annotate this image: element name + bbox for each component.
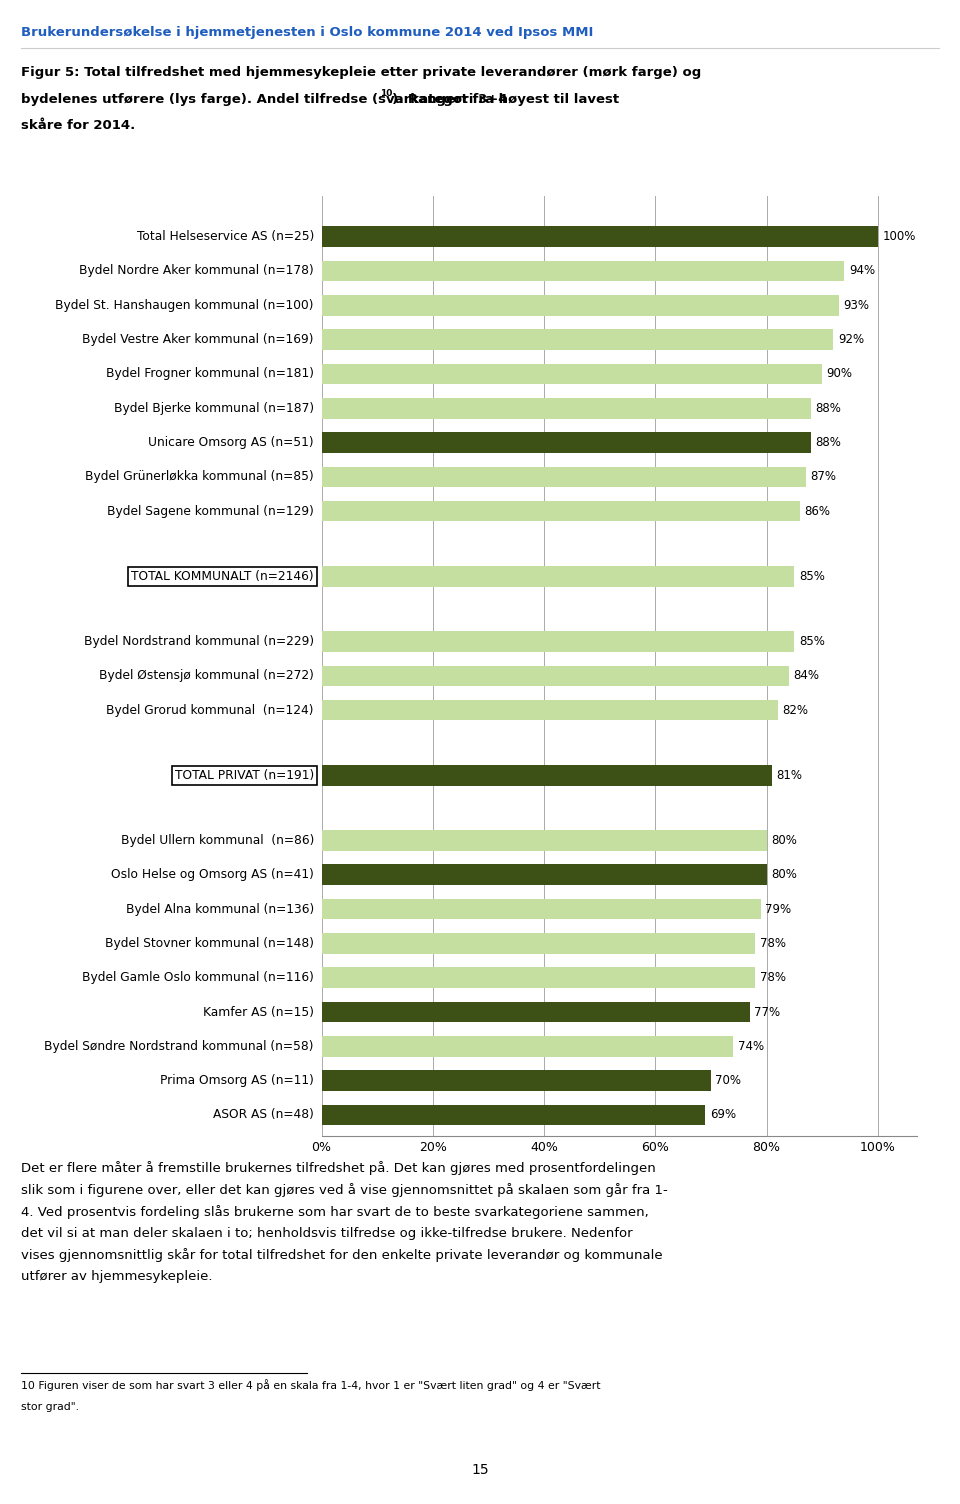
- Text: Bydel Gamle Oslo kommunal (n=116): Bydel Gamle Oslo kommunal (n=116): [82, 972, 314, 984]
- Text: 77%: 77%: [755, 1006, 780, 1018]
- Text: stor grad".: stor grad".: [21, 1402, 79, 1412]
- Text: Bydel St. Hanshaugen kommunal (n=100): Bydel St. Hanshaugen kommunal (n=100): [56, 299, 314, 311]
- Text: TOTAL PRIVAT (n=191): TOTAL PRIVAT (n=191): [175, 769, 314, 782]
- Bar: [322, 830, 767, 851]
- Bar: [322, 1036, 733, 1057]
- Text: Bydel Grorud kommunal  (n=124): Bydel Grorud kommunal (n=124): [107, 704, 314, 716]
- Text: Total Helseservice AS (n=25): Total Helseservice AS (n=25): [136, 230, 314, 244]
- Bar: [322, 227, 877, 247]
- Text: 15: 15: [471, 1463, 489, 1477]
- Bar: [322, 766, 772, 785]
- Text: bydelenes utførere (lys farge). Andel tilfredse (svarkategori 3+4: bydelenes utførere (lys farge). Andel ti…: [21, 93, 508, 107]
- Text: ASOR AS (n=48): ASOR AS (n=48): [213, 1108, 314, 1122]
- Text: 78%: 78%: [760, 972, 786, 984]
- Text: Figur 5: Total tilfredshet med hjemmesykepleie etter private leverandører (mørk : Figur 5: Total tilfredshet med hjemmesyk…: [21, 66, 702, 80]
- Text: 81%: 81%: [777, 769, 803, 782]
- Bar: [322, 466, 805, 487]
- Bar: [322, 699, 778, 720]
- Text: Brukerundersøkelse i hjemmetjenesten i Oslo kommune 2014 ved Ipsos MMI: Brukerundersøkelse i hjemmetjenesten i O…: [21, 26, 593, 39]
- Text: 93%: 93%: [844, 299, 870, 311]
- Bar: [322, 432, 811, 453]
- Text: 84%: 84%: [793, 669, 819, 683]
- Bar: [322, 501, 800, 522]
- Bar: [322, 865, 767, 884]
- Text: Bydel Bjerke kommunal (n=187): Bydel Bjerke kommunal (n=187): [114, 402, 314, 415]
- Text: skåre for 2014.: skåre for 2014.: [21, 119, 135, 132]
- Text: 94%: 94%: [849, 265, 876, 278]
- Text: 10: 10: [380, 89, 393, 98]
- Bar: [322, 632, 795, 651]
- Text: Bydel Ullern kommunal  (n=86): Bydel Ullern kommunal (n=86): [121, 835, 314, 847]
- Text: Unicare Omsorg AS (n=51): Unicare Omsorg AS (n=51): [148, 436, 314, 450]
- Bar: [322, 364, 822, 384]
- Bar: [322, 967, 756, 988]
- Text: Bydel Vestre Aker kommunal (n=169): Bydel Vestre Aker kommunal (n=169): [83, 332, 314, 346]
- Text: 85%: 85%: [799, 570, 825, 584]
- Text: ). Rangert fra høyest til lavest: ). Rangert fra høyest til lavest: [393, 93, 619, 107]
- Bar: [322, 932, 756, 954]
- Text: 80%: 80%: [771, 868, 797, 881]
- Text: 85%: 85%: [799, 635, 825, 648]
- Text: 80%: 80%: [771, 835, 797, 847]
- Bar: [322, 666, 789, 686]
- Text: 87%: 87%: [810, 471, 836, 483]
- Text: 70%: 70%: [715, 1074, 741, 1087]
- Bar: [322, 1002, 750, 1023]
- Text: Bydel Nordre Aker kommunal (n=178): Bydel Nordre Aker kommunal (n=178): [79, 265, 314, 278]
- Bar: [322, 399, 811, 418]
- Text: Bydel Nordstrand kommunal (n=229): Bydel Nordstrand kommunal (n=229): [84, 635, 314, 648]
- Text: Det er flere måter å fremstille brukernes tilfredshet på. Det kan gjøres med pro: Det er flere måter å fremstille brukerne…: [21, 1161, 668, 1283]
- Bar: [322, 899, 761, 919]
- Text: 79%: 79%: [765, 902, 792, 916]
- Text: 10 Figuren viser de som har svart 3 eller 4 på en skala fra 1-4, hvor 1 er "Svær: 10 Figuren viser de som har svart 3 elle…: [21, 1379, 601, 1391]
- Bar: [322, 329, 833, 350]
- Text: 88%: 88%: [816, 402, 841, 415]
- Text: 88%: 88%: [816, 436, 841, 450]
- Text: Bydel Søndre Nordstrand kommunal (n=58): Bydel Søndre Nordstrand kommunal (n=58): [44, 1039, 314, 1053]
- Text: 69%: 69%: [709, 1108, 736, 1122]
- Text: 90%: 90%: [827, 367, 852, 381]
- Bar: [322, 1071, 711, 1090]
- Text: Kamfer AS (n=15): Kamfer AS (n=15): [203, 1006, 314, 1018]
- Bar: [322, 260, 845, 281]
- Bar: [322, 1104, 706, 1125]
- Text: Bydel Østensjø kommunal (n=272): Bydel Østensjø kommunal (n=272): [99, 669, 314, 683]
- Text: Prima Omsorg AS (n=11): Prima Omsorg AS (n=11): [160, 1074, 314, 1087]
- Bar: [322, 566, 795, 587]
- Text: Bydel Frogner kommunal (n=181): Bydel Frogner kommunal (n=181): [106, 367, 314, 381]
- Text: 86%: 86%: [804, 505, 830, 517]
- Text: 92%: 92%: [838, 332, 864, 346]
- Text: Bydel Alna kommunal (n=136): Bydel Alna kommunal (n=136): [126, 902, 314, 916]
- Text: Oslo Helse og Omsorg AS (n=41): Oslo Helse og Omsorg AS (n=41): [111, 868, 314, 881]
- Text: Bydel Grünerløkka kommunal (n=85): Bydel Grünerløkka kommunal (n=85): [85, 471, 314, 483]
- Text: 100%: 100%: [882, 230, 916, 244]
- Text: 74%: 74%: [737, 1039, 764, 1053]
- Text: Bydel Stovner kommunal (n=148): Bydel Stovner kommunal (n=148): [105, 937, 314, 951]
- Text: 82%: 82%: [782, 704, 808, 716]
- Text: TOTAL KOMMUNALT (n=2146): TOTAL KOMMUNALT (n=2146): [132, 570, 314, 584]
- Text: 78%: 78%: [760, 937, 786, 951]
- Text: Bydel Sagene kommunal (n=129): Bydel Sagene kommunal (n=129): [108, 505, 314, 517]
- Bar: [322, 295, 839, 316]
